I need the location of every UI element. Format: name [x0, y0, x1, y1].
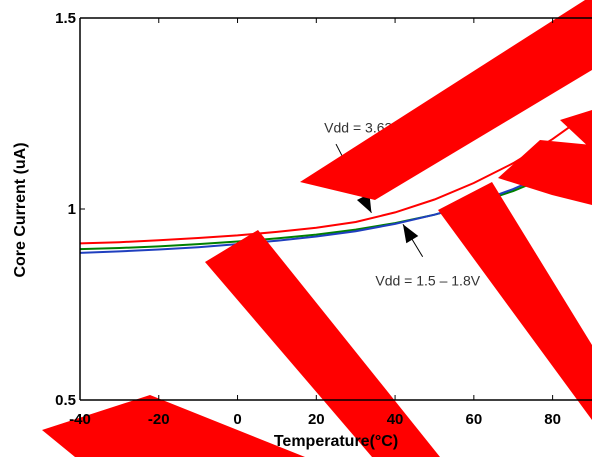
- y-tick-label: 0.5: [55, 392, 76, 409]
- x-tick-label: 20: [308, 411, 325, 428]
- axes: [79, 17, 592, 401]
- x-tick-label: 80: [544, 411, 561, 428]
- annotation-label-2: Vdd = 1.5 – 1.8V: [375, 272, 480, 288]
- watermark-stroke-5: [42, 395, 305, 457]
- annotation-arrowhead-1: [356, 193, 372, 213]
- series-line-2: [80, 164, 573, 251]
- watermark-stroke-6: [560, 110, 592, 150]
- y-axis-label: Core Current (uA): [12, 142, 29, 277]
- x-tick-label: 60: [466, 411, 483, 428]
- watermark-stroke-3: [438, 182, 592, 420]
- watermark-stroke-1: [300, 0, 592, 200]
- annotation-arrowhead-2: [402, 224, 419, 244]
- x-tick-label: 40: [387, 411, 404, 428]
- series-line-3: [80, 160, 573, 254]
- y-tick-label: 1.5: [55, 10, 76, 27]
- x-tick-label: -40: [69, 411, 91, 428]
- x-axis-label: Temperature(°C): [274, 433, 398, 450]
- watermark-stroke-4: [498, 140, 592, 205]
- x-tick-label: -20: [148, 411, 170, 428]
- series-layer: [80, 124, 573, 254]
- tick-labels: -40 -20 0 20 40 60 80 0.5 1 1.5: [55, 10, 561, 428]
- x-tick-label: 0: [233, 411, 241, 428]
- series-line-1: [80, 124, 573, 245]
- y-tick-label: 1: [68, 201, 76, 218]
